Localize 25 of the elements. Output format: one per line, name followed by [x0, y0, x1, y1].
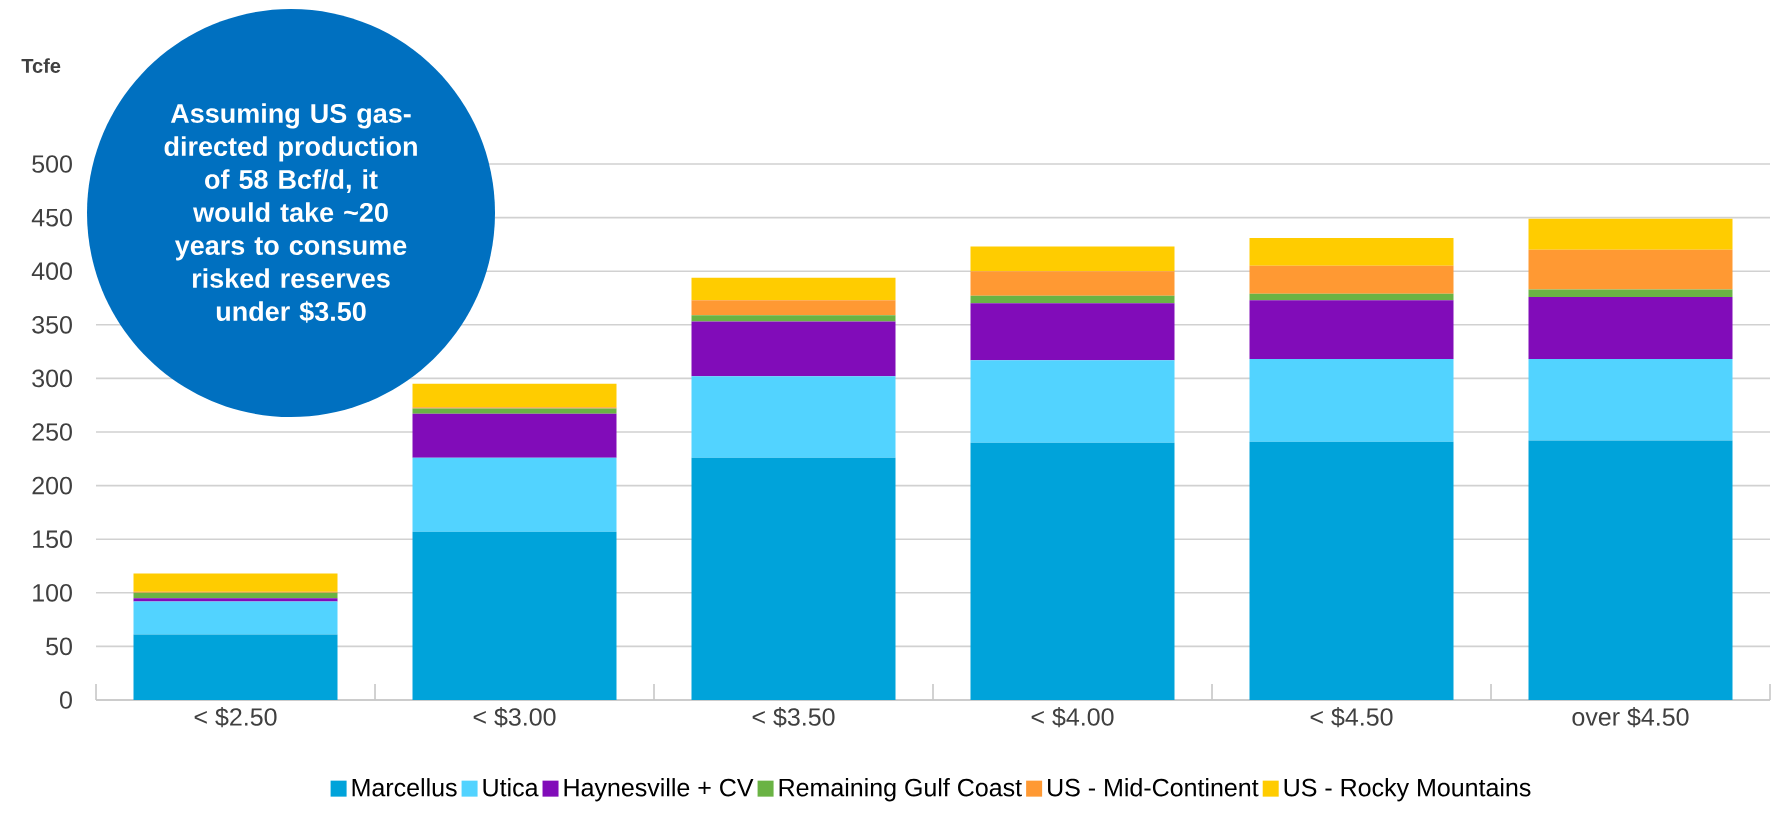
y-tick-label: 150	[33, 530, 72, 549]
y-axis-title: Tcfe	[21, 58, 61, 73]
legend-label: Marcellus	[352, 778, 457, 797]
x-tick-label: < $2.50	[194, 707, 277, 728]
y-tick-label: 300	[32, 369, 72, 388]
y-tick-label: 50	[46, 637, 72, 656]
x-tick-label: over $4.50	[1572, 707, 1689, 728]
legend-label: Remaining Gulf Coast	[779, 778, 1022, 802]
x-tick-label: < $3.50	[752, 707, 835, 728]
y-tick-label: 0	[60, 691, 72, 709]
y-tick-label: 350	[32, 315, 72, 334]
legend-label: Haynesville + CV	[564, 778, 754, 802]
y-tick-label: 200	[32, 476, 72, 495]
x-tick-label: < $4.00	[1031, 707, 1114, 728]
x-tick-label: < $4.50	[1310, 707, 1393, 728]
legend-label: Utica	[483, 778, 539, 797]
y-tick-label: 250	[32, 423, 72, 441]
x-tick-label: < $3.00	[473, 707, 556, 728]
y-tick-label: 100	[33, 583, 72, 602]
y-tick-label: 500	[32, 155, 72, 173]
legend-label: US - Rocky Mountains	[1284, 778, 1531, 802]
annotation: Assuming US gas-directed production of 58 Bcf/d, it would take ~20 years to consume risked reserves under $3.50	[164, 103, 417, 323]
y-tick-label: 450	[31, 208, 72, 227]
legend-label: US - Mid-Continent	[1048, 778, 1259, 797]
y-tick-label: 400	[31, 262, 72, 281]
